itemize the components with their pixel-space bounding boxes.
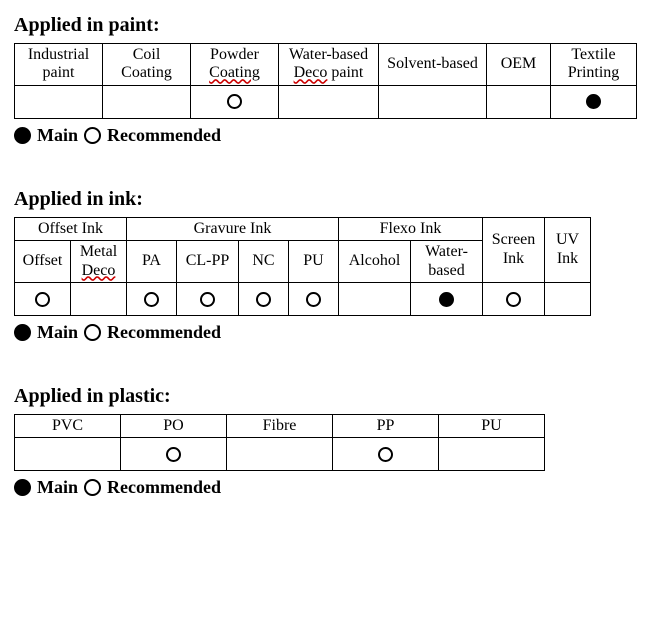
marker-open-icon [200,292,215,307]
legend-main-icon [14,479,31,496]
marker-cell [439,438,545,471]
paint-legend: Main Recommended [14,125,639,146]
marker-cell [551,85,637,118]
marker-cell [127,282,177,315]
column-header: PU [439,414,545,437]
marker-cell [379,85,487,118]
column-header: Powder Coating [191,44,279,86]
marker-cell [177,282,239,315]
marker-cell [121,438,227,471]
marker-cell [411,282,483,315]
marker-open-icon [256,292,271,307]
legend-main-label: Main [37,322,78,343]
marker-cell [239,282,289,315]
marker-cell [15,282,71,315]
column-header: Offset [15,241,71,283]
plastic-title: Applied in plastic: [14,385,639,408]
paint-table: Industrial paintCoil CoatingPowder Coati… [14,43,637,119]
marker-filled-icon [586,94,601,109]
legend-recommended-icon [84,127,101,144]
marker-open-icon [144,292,159,307]
legend-recommended-icon [84,324,101,341]
ink-section: Applied in ink: Offset InkGravure InkFle… [14,188,639,343]
marker-open-icon [166,447,181,462]
column-group-header: Gravure Ink [127,217,339,240]
marker-cell [333,438,439,471]
column-header: Water-based Deco paint [279,44,379,86]
column-header: PA [127,241,177,283]
column-header: PVC [15,414,121,437]
marker-cell [15,438,121,471]
ink-title: Applied in ink: [14,188,639,211]
marker-filled-icon [439,292,454,307]
column-header: Fibre [227,414,333,437]
legend-recommended-icon [84,479,101,496]
column-header: NC [239,241,289,283]
legend-main-label: Main [37,477,78,498]
marker-cell [15,85,103,118]
plastic-legend: Main Recommended [14,477,639,498]
ink-legend: Main Recommended [14,322,639,343]
marker-open-icon [306,292,321,307]
legend-main-icon [14,324,31,341]
marker-cell [71,282,127,315]
column-group-header: Screen Ink [483,217,545,282]
paint-section: Applied in paint: Industrial paintCoil C… [14,14,639,146]
marker-open-icon [506,292,521,307]
column-header: OEM [487,44,551,86]
marker-open-icon [35,292,50,307]
column-header: Textile Printing [551,44,637,86]
marker-cell [339,282,411,315]
column-header: Water-based [411,241,483,283]
column-header: Coil Coating [103,44,191,86]
marker-cell [279,85,379,118]
legend-main-icon [14,127,31,144]
marker-cell [545,282,591,315]
column-header: PP [333,414,439,437]
marker-open-icon [378,447,393,462]
column-header: Solvent-based [379,44,487,86]
marker-cell [227,438,333,471]
marker-cell [483,282,545,315]
marker-cell [103,85,191,118]
plastic-table: PVCPOFibrePPPU [14,414,545,471]
paint-title: Applied in paint: [14,14,639,37]
marker-cell [289,282,339,315]
column-group-header: Flexo Ink [339,217,483,240]
column-header: PO [121,414,227,437]
ink-table: Offset InkGravure InkFlexo InkScreen Ink… [14,217,591,316]
column-header: CL-PP [177,241,239,283]
column-group-header: UV Ink [545,217,591,282]
marker-open-icon [227,94,242,109]
legend-recommended-label: Recommended [107,477,221,498]
column-header: PU [289,241,339,283]
column-header: Alcohol [339,241,411,283]
marker-cell [191,85,279,118]
plastic-section: Applied in plastic: PVCPOFibrePPPU Main … [14,385,639,498]
column-header: Metal Deco [71,241,127,283]
column-header: Industrial paint [15,44,103,86]
marker-cell [487,85,551,118]
legend-recommended-label: Recommended [107,125,221,146]
legend-main-label: Main [37,125,78,146]
legend-recommended-label: Recommended [107,322,221,343]
column-group-header: Offset Ink [15,217,127,240]
